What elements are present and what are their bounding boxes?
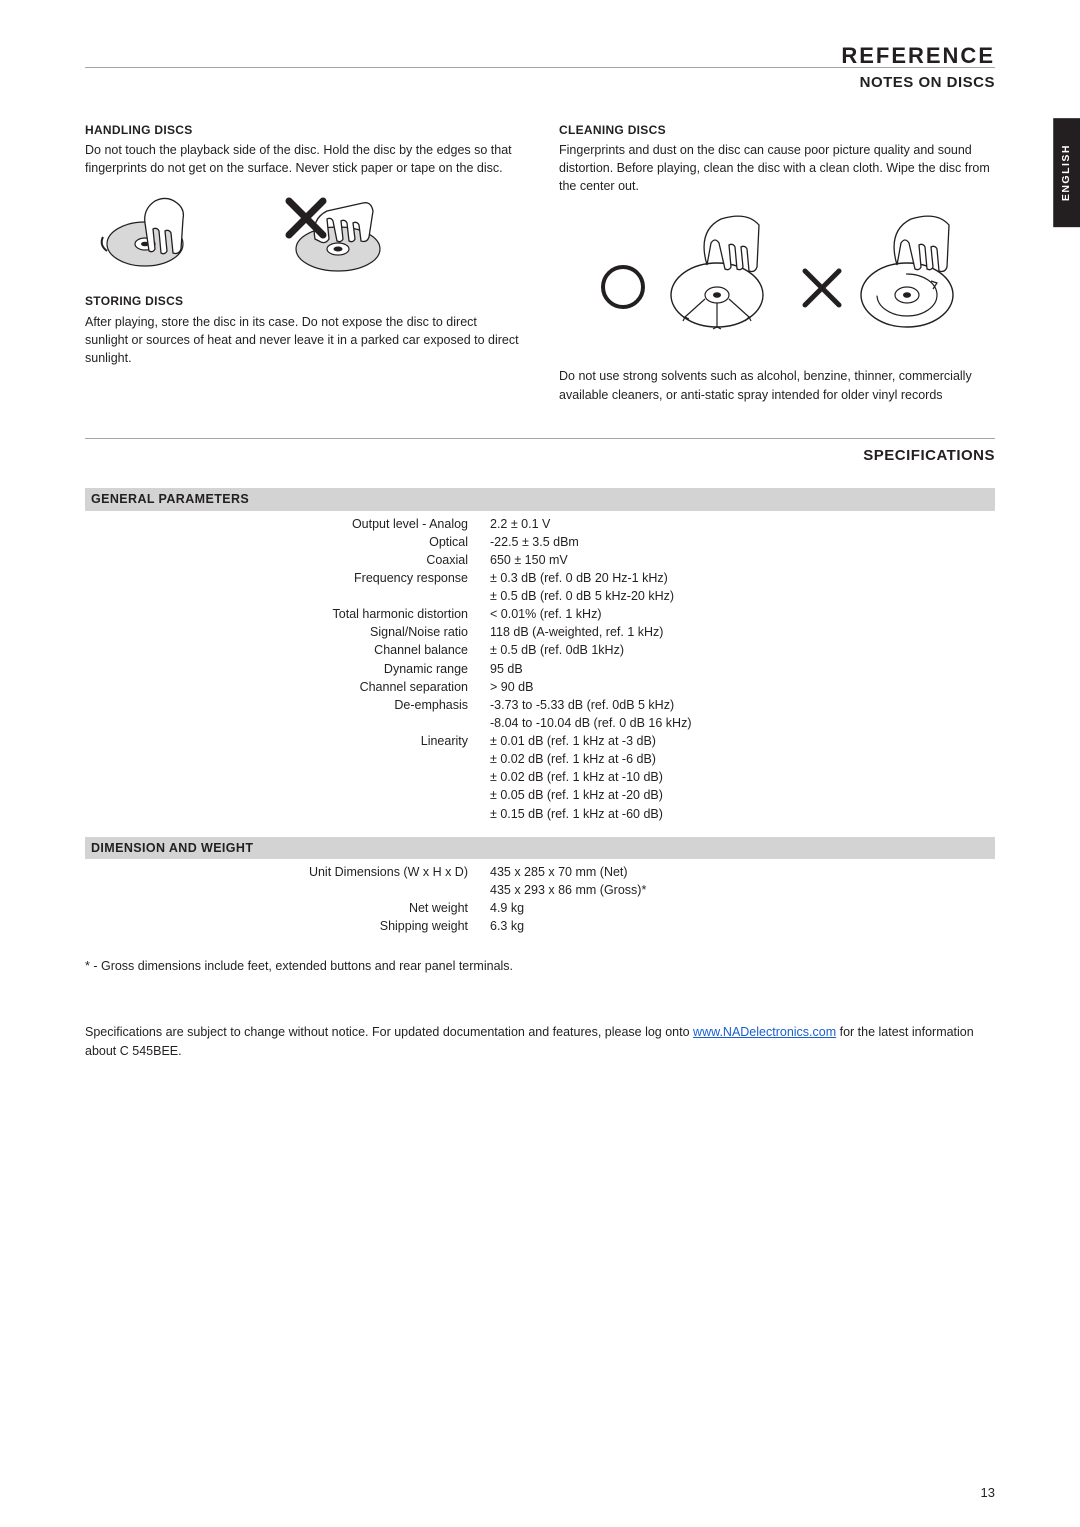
language-tab: ENGLISH [1053,118,1080,227]
spec-row: Channel separation> 90 dB [85,678,995,696]
spec-value: -8.04 to -10.04 dB (ref. 0 dB 16 kHz) [490,714,995,732]
storing-head: STORING DISCS [85,293,521,310]
spec-row: Output level - Analog2.2 ± 0.1 V [85,515,995,533]
spec-value: ± 0.02 dB (ref. 1 kHz at -10 dB) [490,768,995,786]
spec-label [85,750,490,768]
spec-label: Shipping weight [85,917,490,935]
spec-label: Unit Dimensions (W x H x D) [85,863,490,881]
spec-row: ± 0.02 dB (ref. 1 kHz at -6 dB) [85,750,995,768]
spec-value: 118 dB (A-weighted, ref. 1 kHz) [490,623,995,641]
spec-row: De-emphasis-3.73 to -5.33 dB (ref. 0dB 5… [85,696,995,714]
general-parameters-table: Output level - Analog2.2 ± 0.1 VOptical-… [85,515,995,823]
spec-value: 95 dB [490,660,995,678]
spec-label: Frequency response [85,569,490,587]
info-paragraph: Specifications are subject to change wit… [85,1023,995,1059]
band-general: GENERAL PARAMETERS [85,488,995,510]
spec-row: Frequency response± 0.3 dB (ref. 0 dB 20… [85,569,995,587]
spec-value: -22.5 ± 3.5 dBm [490,533,995,551]
disc-handling-correct-icon [85,189,225,279]
spec-value: 4.9 kg [490,899,995,917]
spec-label: Output level - Analog [85,515,490,533]
spec-row: Linearity± 0.01 dB (ref. 1 kHz at -3 dB) [85,732,995,750]
spec-label: Signal/Noise ratio [85,623,490,641]
spec-row: ± 0.5 dB (ref. 0 dB 5 kHz-20 kHz) [85,587,995,605]
spec-label [85,714,490,732]
spec-row: Dynamic range95 dB [85,660,995,678]
spec-label: Coaxial [85,551,490,569]
footnote: * - Gross dimensions include feet, exten… [85,957,995,975]
disc-handling-wrong-icon [263,189,403,279]
storing-text: After playing, store the disc in its cas… [85,313,521,367]
spec-label: Optical [85,533,490,551]
spec-value: 2.2 ± 0.1 V [490,515,995,533]
spec-value: -3.73 to -5.33 dB (ref. 0dB 5 kHz) [490,696,995,714]
notes-columns: HANDLING DISCS Do not touch the playback… [85,122,995,416]
handling-text: Do not touch the playback side of the di… [85,141,521,177]
spec-value: 435 x 293 x 86 mm (Gross)* [490,881,995,899]
spec-row: Net weight4.9 kg [85,899,995,917]
specifications-header: SPECIFICATIONS [85,445,995,467]
spec-row: -8.04 to -10.04 dB (ref. 0 dB 16 kHz) [85,714,995,732]
spec-label [85,881,490,899]
disc-cleaning-icon [559,207,995,357]
spec-row: ± 0.15 dB (ref. 1 kHz at -60 dB) [85,805,995,823]
spec-row: Shipping weight6.3 kg [85,917,995,935]
spec-row: Unit Dimensions (W x H x D)435 x 285 x 7… [85,863,995,881]
spec-label: Total harmonic distortion [85,605,490,623]
spec-label [85,587,490,605]
spec-row: Coaxial650 ± 150 mV [85,551,995,569]
cleaning-text2: Do not use strong solvents such as alcoh… [559,367,995,403]
band-dimension: DIMENSION AND WEIGHT [85,837,995,859]
nad-link[interactable]: www.NADelectronics.com [693,1025,836,1039]
spec-value: ± 0.5 dB (ref. 0dB 1kHz) [490,641,995,659]
spec-label [85,768,490,786]
spec-row: Signal/Noise ratio118 dB (A-weighted, re… [85,623,995,641]
spec-row: ± 0.05 dB (ref. 1 kHz at -20 dB) [85,786,995,804]
spec-value: ± 0.02 dB (ref. 1 kHz at -6 dB) [490,750,995,768]
spec-value: 435 x 285 x 70 mm (Net) [490,863,995,881]
spec-label: De-emphasis [85,696,490,714]
spec-value: < 0.01% (ref. 1 kHz) [490,605,995,623]
handling-head: HANDLING DISCS [85,122,521,139]
spec-row: Channel balance± 0.5 dB (ref. 0dB 1kHz) [85,641,995,659]
spec-row: 435 x 293 x 86 mm (Gross)* [85,881,995,899]
spec-row: Total harmonic distortion< 0.01% (ref. 1… [85,605,995,623]
spec-row: Optical-22.5 ± 3.5 dBm [85,533,995,551]
spec-value: ± 0.5 dB (ref. 0 dB 5 kHz-20 kHz) [490,587,995,605]
spec-row: ± 0.02 dB (ref. 1 kHz at -10 dB) [85,768,995,786]
spec-label: Linearity [85,732,490,750]
spec-label [85,786,490,804]
spec-value: ± 0.05 dB (ref. 1 kHz at -20 dB) [490,786,995,804]
spec-label: Channel balance [85,641,490,659]
spec-label: Net weight [85,899,490,917]
spec-value: 650 ± 150 mV [490,551,995,569]
page-subtitle: NOTES ON DISCS [85,72,995,94]
page-number: 13 [981,1484,995,1503]
cleaning-text: Fingerprints and dust on the disc can ca… [559,141,995,195]
spec-value: > 90 dB [490,678,995,696]
spec-label: Channel separation [85,678,490,696]
dimension-weight-table: Unit Dimensions (W x H x D)435 x 285 x 7… [85,863,995,936]
spec-value: ± 0.01 dB (ref. 1 kHz at -3 dB) [490,732,995,750]
spec-label [85,805,490,823]
spec-value: ± 0.15 dB (ref. 1 kHz at -60 dB) [490,805,995,823]
spec-label: Dynamic range [85,660,490,678]
cleaning-head: CLEANING DISCS [559,122,995,139]
spec-value: ± 0.3 dB (ref. 0 dB 20 Hz-1 kHz) [490,569,995,587]
spec-value: 6.3 kg [490,917,995,935]
info-pre: Specifications are subject to change wit… [85,1025,693,1039]
